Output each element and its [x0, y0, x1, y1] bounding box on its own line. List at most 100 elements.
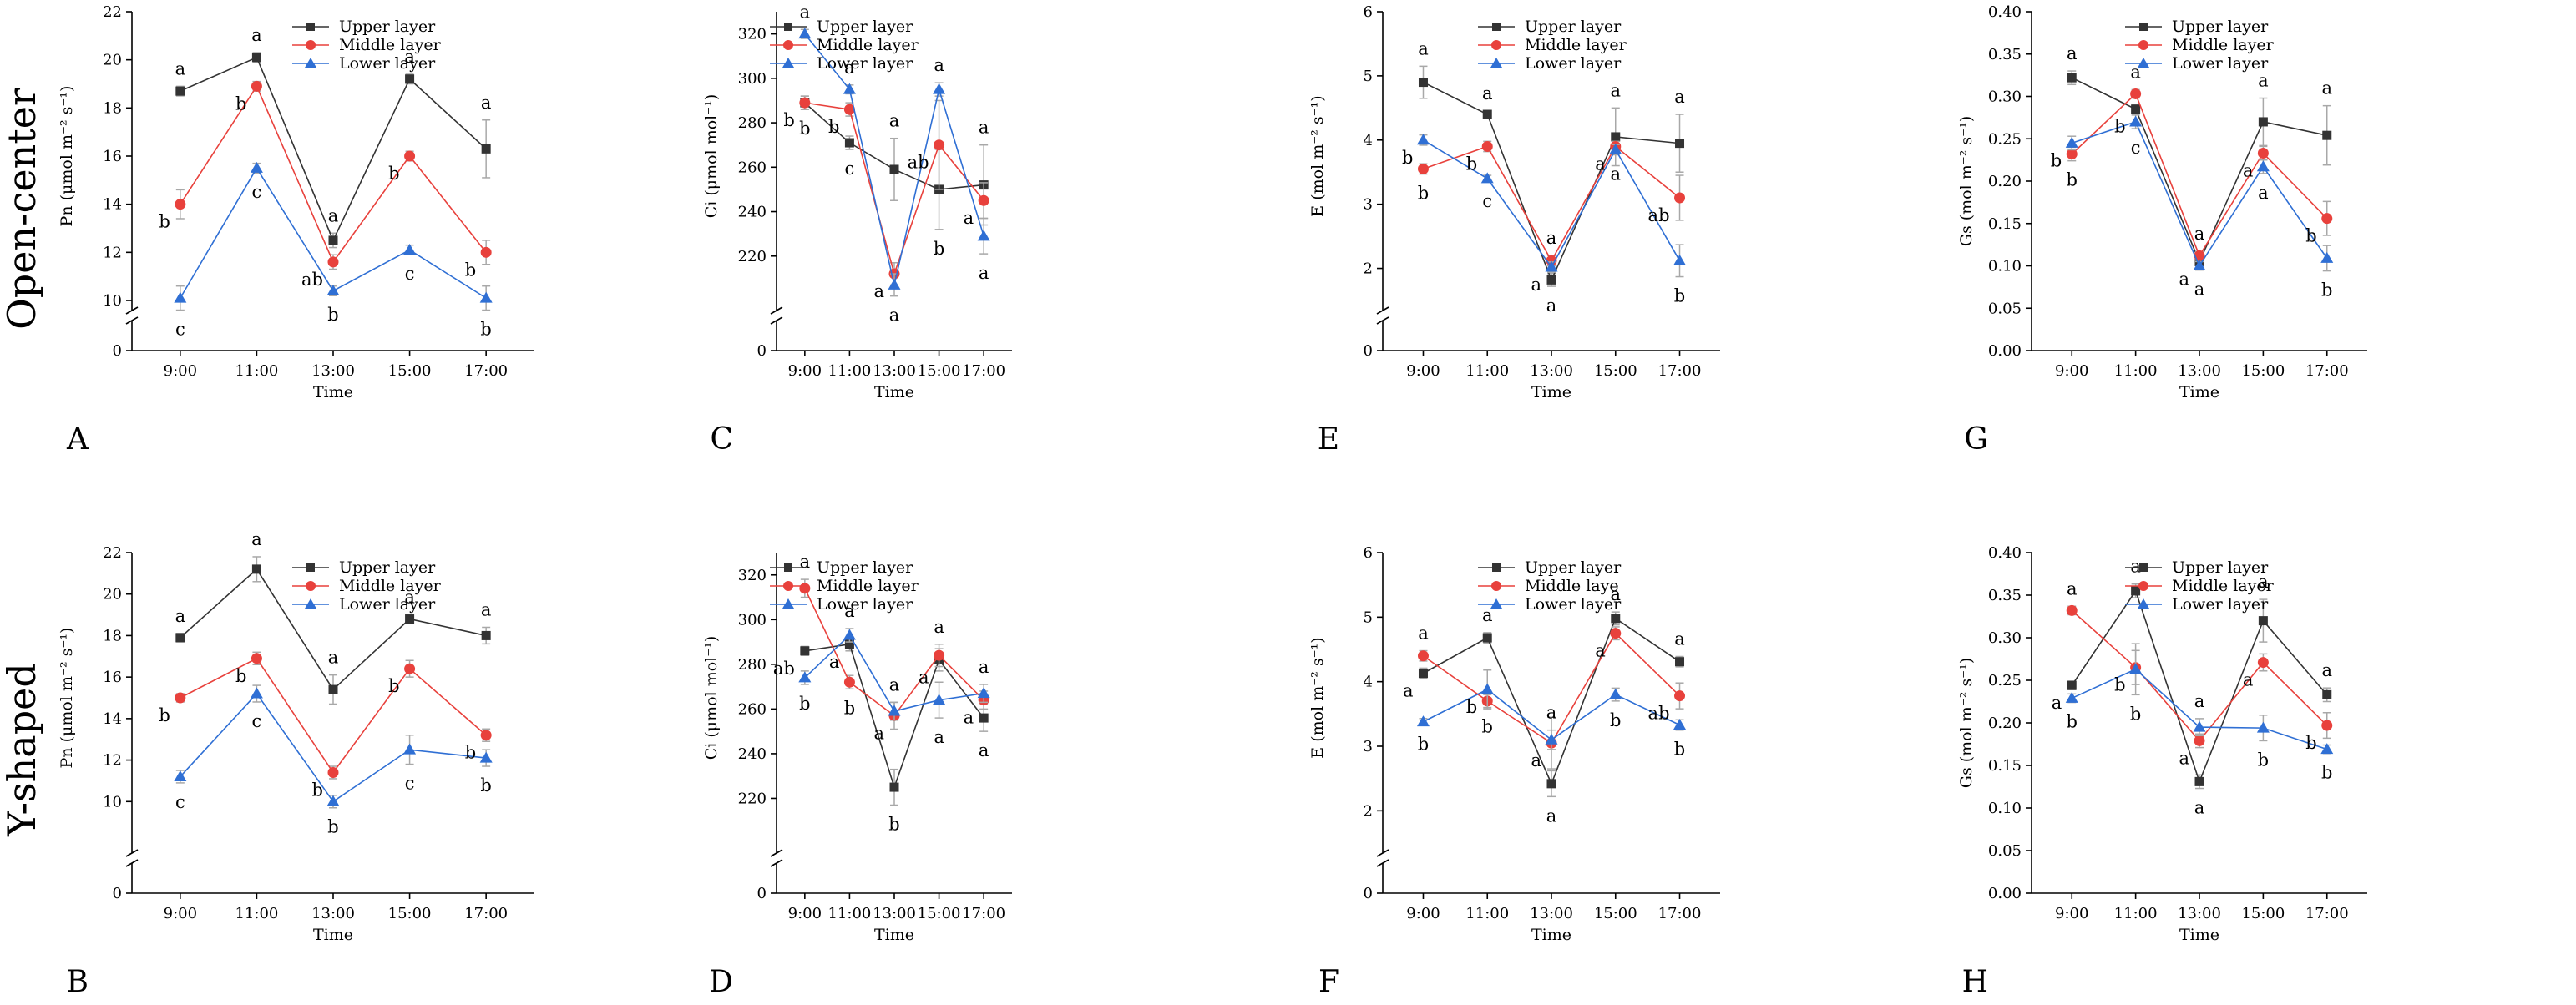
panel-d-x-tick-label-4: 17:00: [962, 905, 1005, 922]
panel-h-series-0-sig-label-2: a: [2194, 798, 2205, 818]
panel-d-series-0-point-0: [800, 646, 810, 656]
panel-a-y-tick-label-4: 18: [103, 99, 122, 117]
panel-g-y-tick-label-3: 0.15: [1988, 215, 2022, 233]
panel-f-x-axis-title: Time: [1531, 926, 1571, 944]
panel-f-series-0-point-0: [1418, 669, 1428, 679]
panel-g-series-0-sig-label-4: a: [2321, 78, 2332, 98]
panel-h-legend-label-2: Lower layer: [2172, 595, 2269, 614]
panel-f-series-2-sig-label-1: b: [1466, 697, 1477, 717]
panel-a-x-tick-label-3: 15:00: [388, 362, 432, 380]
panel-g-series-0-sig-label-3: a: [2258, 71, 2269, 91]
panel-g-series-1-point-0: [2066, 149, 2078, 160]
panel-g-series-1-sig-label-2: a: [2194, 224, 2205, 244]
panel-g-series-1-point-4: [2321, 213, 2333, 225]
panel-f-x-tick-label-2: 13:00: [1530, 905, 1573, 922]
panel-h-x-tick-label-2: 13:00: [2178, 905, 2221, 922]
panel-f-series-2-point-4: [1673, 718, 1687, 730]
panel-g-letter: G: [1964, 422, 1988, 457]
panel-f-series-0-point-4: [1675, 657, 1685, 667]
panel-h-series-1-point-4: [2321, 720, 2333, 731]
panel-g-legend-marker-1: [2138, 40, 2148, 50]
panel-b-y-tick-label-1: 12: [103, 752, 122, 770]
panel-h-y-tick-label-1: 0.05: [1988, 842, 2022, 860]
panel-b-x-axis-title: Time: [313, 926, 353, 944]
panel-a-series-0-sig-label-2: a: [328, 205, 339, 225]
panel-c-y-tick-label-5: 320: [738, 26, 767, 43]
panel-f-series-2-sig-label-2: a: [1546, 703, 1557, 723]
panel-b-series-2-point-2: [326, 795, 340, 806]
panel-h-series-2-point-0: [2065, 691, 2078, 703]
panel-d-series-1-sig-label-1: b: [844, 698, 855, 718]
panel-d-y-tick-label-1: 240: [738, 745, 767, 763]
panel-e-series-2-sig-label-3: a: [1610, 164, 1621, 184]
panel-h-series-1-sig-label-4: b: [2305, 733, 2316, 753]
panel-g: 0.00 0.05 0.10 0.15 0.20 0.25 0.30 0.35 0.40 9:00…: [1957, 3, 2367, 457]
panel-c-series-0-sig-label-1: c: [845, 159, 855, 179]
panel-a-x-axis-title: Time: [313, 383, 353, 401]
panel-c-legend-marker-2: [782, 58, 794, 68]
panel-f-series-0-point-3: [1611, 614, 1621, 624]
panel-c-series-1-sig-label-0: b: [799, 119, 810, 139]
panel-c-series-2-sig-label-4: a: [979, 263, 989, 283]
panel-f-x-tick-label-0: 9:00: [1406, 905, 1440, 922]
panel-h-x-axis-title: Time: [2179, 926, 2219, 944]
panel-a-legend-label-2: Lower layer: [339, 54, 436, 73]
panel-g-series-2-sig-label-3: a: [2258, 183, 2269, 203]
panel-f-series-2-sig-label-3: b: [1610, 710, 1621, 730]
panel-h-legend-marker-0: [2139, 563, 2148, 572]
panel-h-series-1-sig-label-2: a: [2179, 748, 2189, 768]
panel-h-y-tick-label-2: 0.10: [1988, 800, 2022, 817]
panel-f-axis-break-mark-1: [1376, 849, 1389, 857]
panel-e-letter: E: [1318, 422, 1339, 457]
panel-c-x-tick-label-3: 15:00: [918, 362, 961, 380]
panel-d-series-2-sig-label-0: b: [799, 694, 810, 714]
panel-b-series-1-sig-label-3: b: [388, 676, 399, 696]
panel-h-x-tick-label-3: 15:00: [2241, 905, 2285, 922]
panel-h-y-tick-label-0: 0.00: [1988, 885, 2022, 902]
panel-g-legend-marker-0: [2139, 23, 2148, 31]
panel-h-legend-marker-1: [2138, 581, 2148, 591]
panel-a-series-1-sig-label-2: ab: [301, 270, 323, 290]
panel-d-series-2-sig-label-3: a: [934, 727, 944, 747]
panel-a-series-0-point-2: [328, 235, 338, 245]
panel-d-y-tick-label-zero: 0: [757, 885, 767, 902]
panel-a-letter: A: [66, 422, 89, 457]
panel-e-series-2-sig-label-1: c: [1482, 191, 1492, 211]
panel-g-y-tick-label-5: 0.25: [1988, 130, 2022, 148]
panel-c-x-tick-label-2: 13:00: [873, 362, 916, 380]
panel-c-series-2-point-2: [888, 278, 901, 290]
panel-a-series-2-point-0: [174, 291, 187, 303]
panel-f-y-tick-label-4: 6: [1364, 544, 1373, 562]
panel-h-series-0-sig-label-1: a: [2130, 557, 2141, 577]
panel-b-series-2-sig-label-2: b: [327, 817, 338, 837]
panel-d-axis-break-mark-1: [770, 849, 783, 857]
panel-g-x-tick-label-4: 17:00: [2305, 362, 2349, 380]
panel-h-series-0-sig-label-0: a: [2052, 693, 2062, 713]
panel-e-legend-label-1: Middle layer: [1525, 36, 1627, 54]
panel-c: 0 220 240 260 280 300 320 9:00 11:00 13:00 15:00 17…: [702, 2, 1012, 457]
panel-d-x-tick-label-1: 11:00: [827, 905, 871, 922]
panel-h-series-1-point-2: [2194, 735, 2205, 746]
panel-d-series-0-sig-label-4: a: [979, 740, 989, 760]
panel-d-axis-break-mark-2: [770, 859, 783, 867]
panel-e-series-0-sig-label-1: a: [1482, 83, 1493, 104]
panel-d-legend-marker-2: [782, 598, 794, 609]
panel-g-series-1-point-1: [2130, 88, 2142, 99]
panel-e-series-0-line: [1423, 81, 1680, 282]
panel-e-series-0-point-0: [1418, 78, 1428, 88]
panel-a-x-tick-label-1: 11:00: [235, 362, 278, 380]
panel-d-series-1-point-3: [934, 649, 945, 661]
panel-h-y-tick-label-5: 0.25: [1988, 672, 2022, 689]
panel-d-x-tick-label-3: 15:00: [918, 905, 961, 922]
panel-d-series-2-point-1: [843, 629, 856, 640]
panel-g-y-tick-label-4: 0.20: [1988, 173, 2022, 190]
panel-b-series-2-sig-label-4: b: [480, 775, 491, 795]
panel-h-series-2-sig-label-0: b: [2067, 712, 2078, 732]
panel-a-series-0-sig-label-1: a: [251, 25, 262, 45]
panel-d-y-tick-label-2: 260: [738, 700, 767, 718]
panel-g-series-1-sig-label-4: b: [2305, 226, 2316, 246]
panel-h-series-0-sig-label-4: a: [2321, 660, 2332, 680]
panel-a-series-2-sig-label-3: c: [405, 264, 415, 284]
panel-b-series-2-point-0: [174, 770, 187, 781]
